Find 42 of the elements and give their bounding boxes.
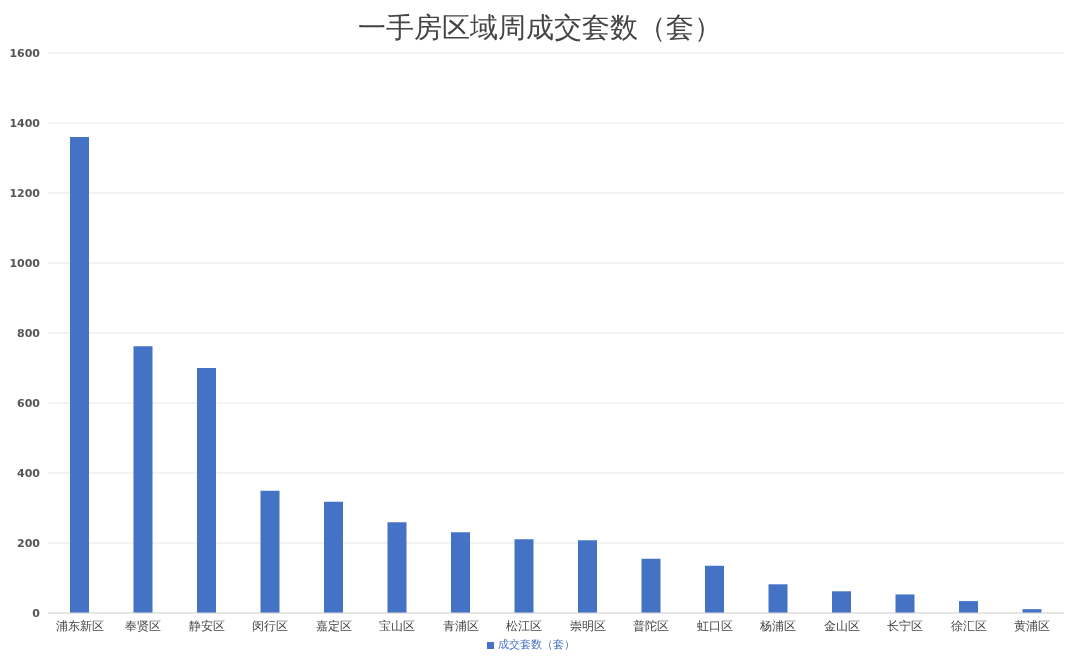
bar [133,346,153,613]
x-tick-label: 浦东新区 [55,618,104,633]
y-tick-label: 600 [17,396,41,410]
bar [70,137,89,613]
y-tick-label: 1200 [9,186,41,200]
x-tick-label: 宝山区 [379,618,416,633]
bar [197,368,216,613]
x-tick-label: 金山区 [823,618,860,633]
bar [832,591,851,613]
legend-label: 成交套数（套） [498,638,575,651]
y-tick-label: 0 [32,606,41,620]
x-tick-label: 青浦区 [442,618,479,633]
bar [451,532,470,613]
x-tick-label: 松江区 [506,618,543,633]
x-tick-label: 普陀区 [633,618,670,633]
y-tick-label: 1000 [9,256,41,270]
bar [514,539,534,613]
y-tick-label: 1400 [9,116,41,130]
bar [324,501,343,613]
y-tick-label: 400 [17,466,41,480]
bar [641,558,661,613]
x-tick-label: 杨浦区 [759,618,797,633]
y-tick-label: 200 [17,536,41,550]
y-tick-label: 800 [17,326,41,340]
x-tick-label: 黄浦区 [1014,618,1051,633]
y-tick-label: 1600 [9,46,41,60]
bar [387,522,407,613]
chart-title: 一手房区域周成交套数（套） [357,10,723,46]
bar [895,594,915,613]
bar [959,601,978,613]
bar [260,490,280,613]
x-tick-label: 嘉定区 [315,618,352,633]
x-tick-label: 奉贤区 [125,618,162,633]
bar [705,565,724,613]
bar [768,584,788,613]
x-tick-label: 虹口区 [696,618,733,633]
x-tick-label: 长宁区 [887,618,924,633]
bar [578,540,597,613]
x-tick-label: 崇明区 [569,618,606,633]
x-tick-label: 静安区 [188,618,225,633]
x-tick-label: 闵行区 [252,618,289,633]
x-tick-label: 徐汇区 [950,618,987,633]
